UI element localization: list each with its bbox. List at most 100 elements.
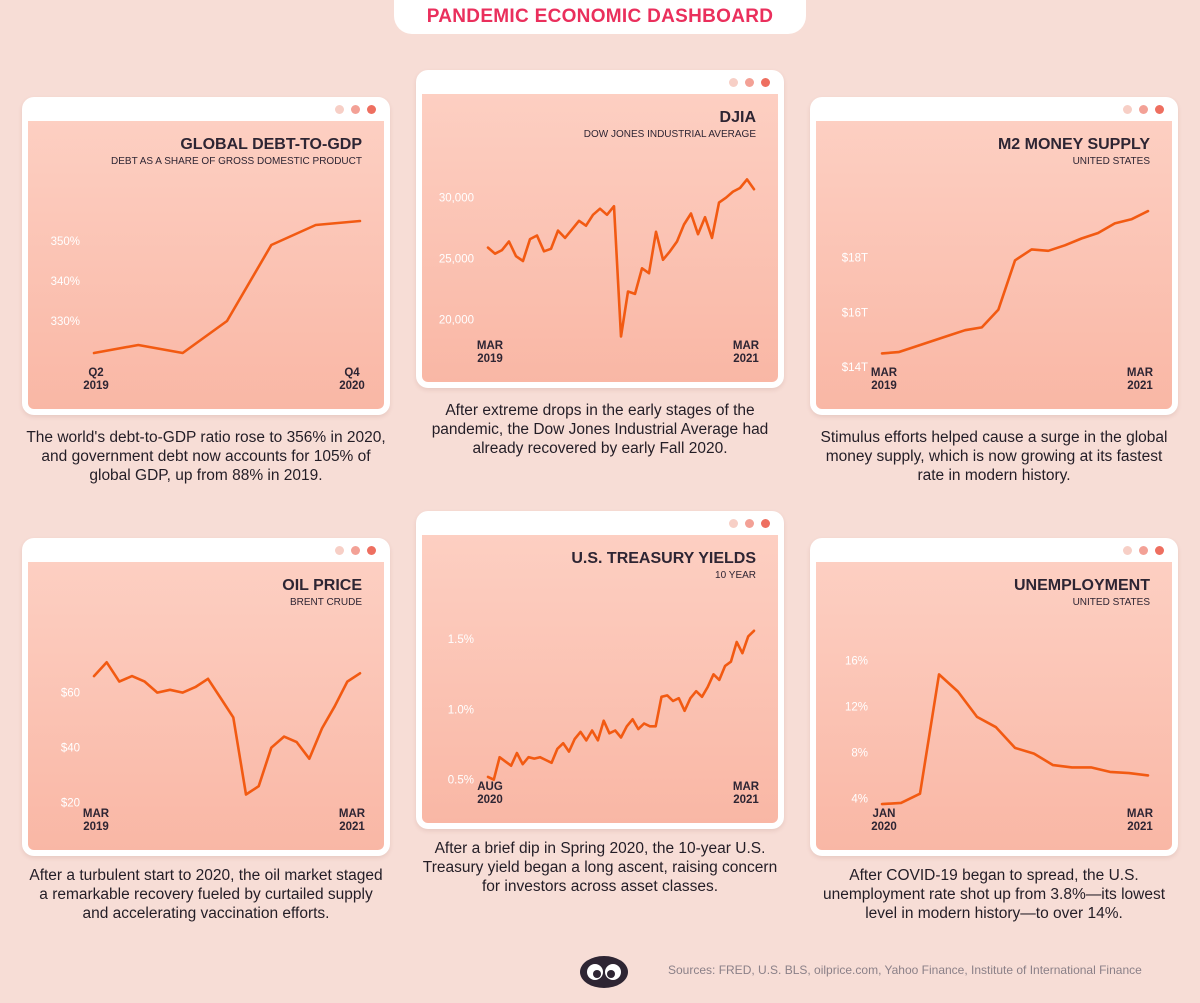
x-tick-label: Q2 2019	[83, 367, 109, 392]
y-tick-label: 340%	[51, 276, 80, 288]
y-tick-label: $40	[61, 743, 80, 755]
window-dot-icon	[351, 105, 360, 114]
line-chart: GLOBAL DEBT-TO-GDP DEBT AS A SHARE OF GRO…	[51, 136, 365, 392]
window-dot-icon	[761, 519, 770, 528]
window-dot-icon	[761, 78, 770, 87]
window-dots	[1123, 105, 1164, 114]
x-tick-label: Q4 2020	[339, 367, 365, 392]
chart-title: OIL PRICE	[282, 577, 362, 594]
window-dot-icon	[1139, 105, 1148, 114]
y-tick-label: 1.0%	[448, 704, 474, 716]
chart-area: UNEMPLOYMENT UNITED STATES 4% 8% 12% 16% JAN 20…	[816, 562, 1172, 850]
chart-area: M2 MONEY SUPPLY UNITED STATES $14T $16T $18T…	[816, 121, 1172, 409]
chart-window-3: M2 MONEY SUPPLY UNITED STATES $14T $16T $18T…	[810, 97, 1178, 415]
window-dot-icon	[367, 105, 376, 114]
chart-caption: Stimulus efforts helped cause a surge in…	[820, 429, 1168, 484]
chart-window-5: U.S. TREASURY YIELDS 10 YEAR 0.5% 1.0% 1.5% A…	[416, 511, 784, 829]
x-tick-label: MAR 2019	[83, 808, 110, 833]
y-tick-label: 12%	[845, 702, 868, 714]
x-tick-label: MAR 2019	[871, 367, 898, 392]
window-dot-icon	[351, 546, 360, 555]
window-dot-icon	[1123, 546, 1132, 555]
line-chart: M2 MONEY SUPPLY UNITED STATES $14T $16T $18T…	[842, 136, 1154, 392]
window-dots	[1123, 546, 1164, 555]
y-tick-label: $16T	[842, 307, 868, 319]
chart-subtitle: UNITED STATES	[1073, 597, 1151, 608]
x-tick-label: MAR 2021	[339, 808, 366, 833]
window-dot-icon	[1123, 105, 1132, 114]
chart-window-1: GLOBAL DEBT-TO-GDP DEBT AS A SHARE OF GRO…	[22, 97, 390, 415]
y-tick-label: 20,000	[439, 314, 474, 326]
y-tick-label: 1.5%	[448, 634, 474, 646]
window-dot-icon	[745, 519, 754, 528]
chart-window-2: DJIA DOW JONES INDUSTRIAL AVERAGE 20,000 25…	[416, 70, 784, 388]
page-title: PANDEMIC ECONOMIC DASHBOARD	[394, 0, 806, 34]
y-tick-label: 25,000	[439, 254, 474, 266]
y-tick-label: 8%	[851, 747, 868, 759]
series-line	[486, 178, 756, 338]
chart-subtitle: DEBT AS A SHARE OF GROSS DOMESTIC PRODUC…	[111, 156, 362, 167]
y-tick-label: $18T	[842, 253, 868, 265]
window-dots	[335, 546, 376, 555]
window-dot-icon	[729, 519, 738, 528]
line-chart: UNEMPLOYMENT UNITED STATES 4% 8% 12% 16% JAN 20…	[845, 577, 1154, 833]
series-line	[92, 661, 362, 796]
chart-subtitle: 10 YEAR	[715, 570, 756, 581]
window-dot-icon	[1139, 546, 1148, 555]
line-chart: U.S. TREASURY YIELDS 10 YEAR 0.5% 1.0% 1.5% A…	[448, 550, 760, 806]
series-line	[880, 673, 1150, 806]
window-dot-icon	[745, 78, 754, 87]
x-tick-label: MAR 2021	[733, 781, 760, 806]
window-dot-icon	[729, 78, 738, 87]
y-tick-label: 330%	[51, 316, 80, 328]
y-tick-label: 0.5%	[448, 775, 474, 787]
chart-caption: After extreme drops in the early stages …	[431, 402, 769, 457]
chart-title: UNEMPLOYMENT	[1014, 577, 1150, 594]
chart-window-6: UNEMPLOYMENT UNITED STATES 4% 8% 12% 16% JAN 20…	[810, 538, 1178, 856]
chart-subtitle: UNITED STATES	[1073, 156, 1151, 167]
series-line	[486, 629, 756, 781]
chart-area: DJIA DOW JONES INDUSTRIAL AVERAGE 20,000 25…	[422, 94, 778, 382]
y-tick-label: $14T	[842, 362, 868, 374]
y-tick-label: 350%	[51, 236, 80, 248]
y-tick-label: 30,000	[439, 193, 474, 205]
chart-subtitle: DOW JONES INDUSTRIAL AVERAGE	[584, 129, 757, 140]
window-dots	[335, 105, 376, 114]
line-chart: DJIA DOW JONES INDUSTRIAL AVERAGE 20,000 25…	[439, 109, 760, 365]
window-dot-icon	[335, 105, 344, 114]
x-tick-label: MAR 2021	[733, 340, 760, 365]
x-tick-label: JAN 2020	[871, 808, 897, 833]
y-tick-label: $20	[61, 798, 80, 810]
chart-title: U.S. TREASURY YIELDS	[571, 550, 756, 567]
visual-capitalist-logo-icon	[578, 952, 630, 995]
chart-title: DJIA	[720, 109, 757, 126]
chart-area: GLOBAL DEBT-TO-GDP DEBT AS A SHARE OF GRO…	[28, 121, 384, 409]
chart-caption: The world's debt-to-GDP ratio rose to 35…	[26, 429, 386, 484]
chart-area: U.S. TREASURY YIELDS 10 YEAR 0.5% 1.0% 1.5% A…	[422, 535, 778, 823]
line-chart: OIL PRICE BRENT CRUDE $20 $40 $60 MAR 2019 MAR 2…	[61, 577, 366, 833]
window-dot-icon	[1155, 105, 1164, 114]
x-tick-label: AUG 2020	[477, 781, 503, 806]
window-dot-icon	[1155, 546, 1164, 555]
x-tick-label: MAR 2021	[1127, 808, 1154, 833]
chart-title: GLOBAL DEBT-TO-GDP	[180, 136, 362, 153]
chart-caption: After a brief dip in Spring 2020, the 10…	[422, 840, 778, 895]
chart-area: OIL PRICE BRENT CRUDE $20 $40 $60 MAR 2019 MAR 2…	[28, 562, 384, 850]
series-line	[880, 209, 1150, 355]
sources-text: Sources: FRED, U.S. BLS, oilprice.com, Y…	[668, 963, 1142, 977]
chart-subtitle: BRENT CRUDE	[290, 597, 362, 608]
window-dots	[729, 78, 770, 87]
x-tick-label: MAR 2019	[477, 340, 504, 365]
window-dots	[729, 519, 770, 528]
chart-title: M2 MONEY SUPPLY	[998, 136, 1150, 153]
window-dot-icon	[367, 546, 376, 555]
y-tick-label: $60	[61, 688, 80, 700]
y-tick-label: 16%	[845, 656, 868, 668]
chart-caption: After a turbulent start to 2020, the oil…	[29, 867, 383, 922]
y-tick-label: 4%	[851, 793, 868, 805]
window-dot-icon	[335, 546, 344, 555]
series-line	[92, 219, 362, 355]
chart-window-4: OIL PRICE BRENT CRUDE $20 $40 $60 MAR 2019 MAR 2…	[22, 538, 390, 856]
x-tick-label: MAR 2021	[1127, 367, 1154, 392]
chart-caption: After COVID-19 began to spread, the U.S.…	[822, 867, 1165, 922]
